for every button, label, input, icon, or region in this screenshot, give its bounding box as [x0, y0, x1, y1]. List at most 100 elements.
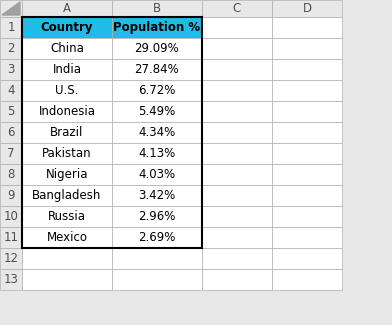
Text: 5: 5	[7, 105, 15, 118]
Bar	[22, 0, 112, 17]
Bar	[202, 227, 272, 248]
Bar	[112, 17, 202, 38]
Bar	[22, 59, 112, 80]
Text: 6.72%: 6.72%	[138, 84, 176, 97]
Bar	[272, 0, 342, 17]
Bar	[272, 59, 342, 80]
Text: 4.03%: 4.03%	[138, 168, 176, 181]
Bar	[112, 122, 202, 143]
Bar	[0, 101, 22, 122]
Bar	[202, 143, 272, 164]
Bar	[202, 38, 272, 59]
Text: 10: 10	[4, 210, 18, 223]
Bar	[272, 38, 342, 59]
Text: 1: 1	[7, 21, 15, 34]
Text: 8: 8	[7, 168, 15, 181]
Text: 2.96%: 2.96%	[138, 210, 176, 223]
Bar	[112, 143, 202, 164]
Bar	[0, 248, 22, 269]
Bar	[202, 269, 272, 290]
Bar	[112, 101, 202, 122]
Text: 2.69%: 2.69%	[138, 231, 176, 244]
Text: 11: 11	[4, 231, 18, 244]
Bar	[202, 164, 272, 185]
Text: U.S.: U.S.	[55, 84, 79, 97]
Bar	[272, 227, 342, 248]
Text: 4.13%: 4.13%	[138, 147, 176, 160]
Text: Brazil: Brazil	[50, 126, 83, 139]
Text: Country: Country	[41, 21, 93, 34]
Bar	[22, 206, 112, 227]
Bar	[202, 206, 272, 227]
Text: Indonesia: Indonesia	[38, 105, 96, 118]
Text: Nigeria: Nigeria	[46, 168, 88, 181]
Text: 5.49%: 5.49%	[138, 105, 176, 118]
Text: B: B	[153, 2, 161, 15]
Bar	[22, 101, 112, 122]
Bar	[202, 59, 272, 80]
Bar	[0, 227, 22, 248]
Bar	[0, 185, 22, 206]
Text: 6: 6	[7, 126, 15, 139]
Bar	[272, 122, 342, 143]
Bar	[202, 122, 272, 143]
Bar	[272, 17, 342, 38]
Text: 2: 2	[7, 42, 15, 55]
Bar	[22, 122, 112, 143]
Text: 4: 4	[7, 84, 15, 97]
Bar	[112, 59, 202, 80]
Text: A: A	[63, 2, 71, 15]
Text: Pakistan: Pakistan	[42, 147, 92, 160]
Bar	[112, 38, 202, 59]
Text: 7: 7	[7, 147, 15, 160]
Bar	[22, 248, 112, 269]
Bar	[112, 185, 202, 206]
Text: 13: 13	[4, 273, 18, 286]
Bar	[22, 17, 202, 248]
Bar	[0, 269, 22, 290]
Bar	[272, 269, 342, 290]
Text: 27.84%: 27.84%	[134, 63, 180, 76]
Bar	[112, 227, 202, 248]
Text: 9: 9	[7, 189, 15, 202]
Text: 3.42%: 3.42%	[138, 189, 176, 202]
Bar	[112, 248, 202, 269]
Bar	[0, 0, 22, 17]
Bar	[202, 80, 272, 101]
Text: 4.34%: 4.34%	[138, 126, 176, 139]
Bar	[202, 248, 272, 269]
Bar	[202, 17, 272, 38]
Bar	[22, 164, 112, 185]
Bar	[202, 101, 272, 122]
Bar	[112, 164, 202, 185]
Bar	[272, 206, 342, 227]
Bar	[0, 164, 22, 185]
Bar	[0, 17, 22, 38]
Text: 3: 3	[7, 63, 15, 76]
Text: D: D	[303, 2, 312, 15]
Bar	[22, 227, 112, 248]
Bar	[22, 185, 112, 206]
Bar	[22, 38, 112, 59]
Bar	[0, 143, 22, 164]
Text: 12: 12	[4, 252, 18, 265]
Bar	[0, 206, 22, 227]
Bar	[112, 269, 202, 290]
Text: Russia: Russia	[48, 210, 86, 223]
Bar	[272, 143, 342, 164]
Text: Bangladesh: Bangladesh	[32, 189, 102, 202]
Bar	[0, 38, 22, 59]
Bar	[22, 17, 112, 38]
Bar	[272, 248, 342, 269]
Text: China: China	[50, 42, 84, 55]
Bar	[0, 122, 22, 143]
Bar	[22, 143, 112, 164]
Bar	[272, 185, 342, 206]
Text: Mexico: Mexico	[47, 231, 87, 244]
Bar	[0, 59, 22, 80]
Bar	[112, 206, 202, 227]
Bar	[22, 269, 112, 290]
Text: Population %: Population %	[113, 21, 201, 34]
Text: India: India	[53, 63, 82, 76]
Bar	[0, 80, 22, 101]
